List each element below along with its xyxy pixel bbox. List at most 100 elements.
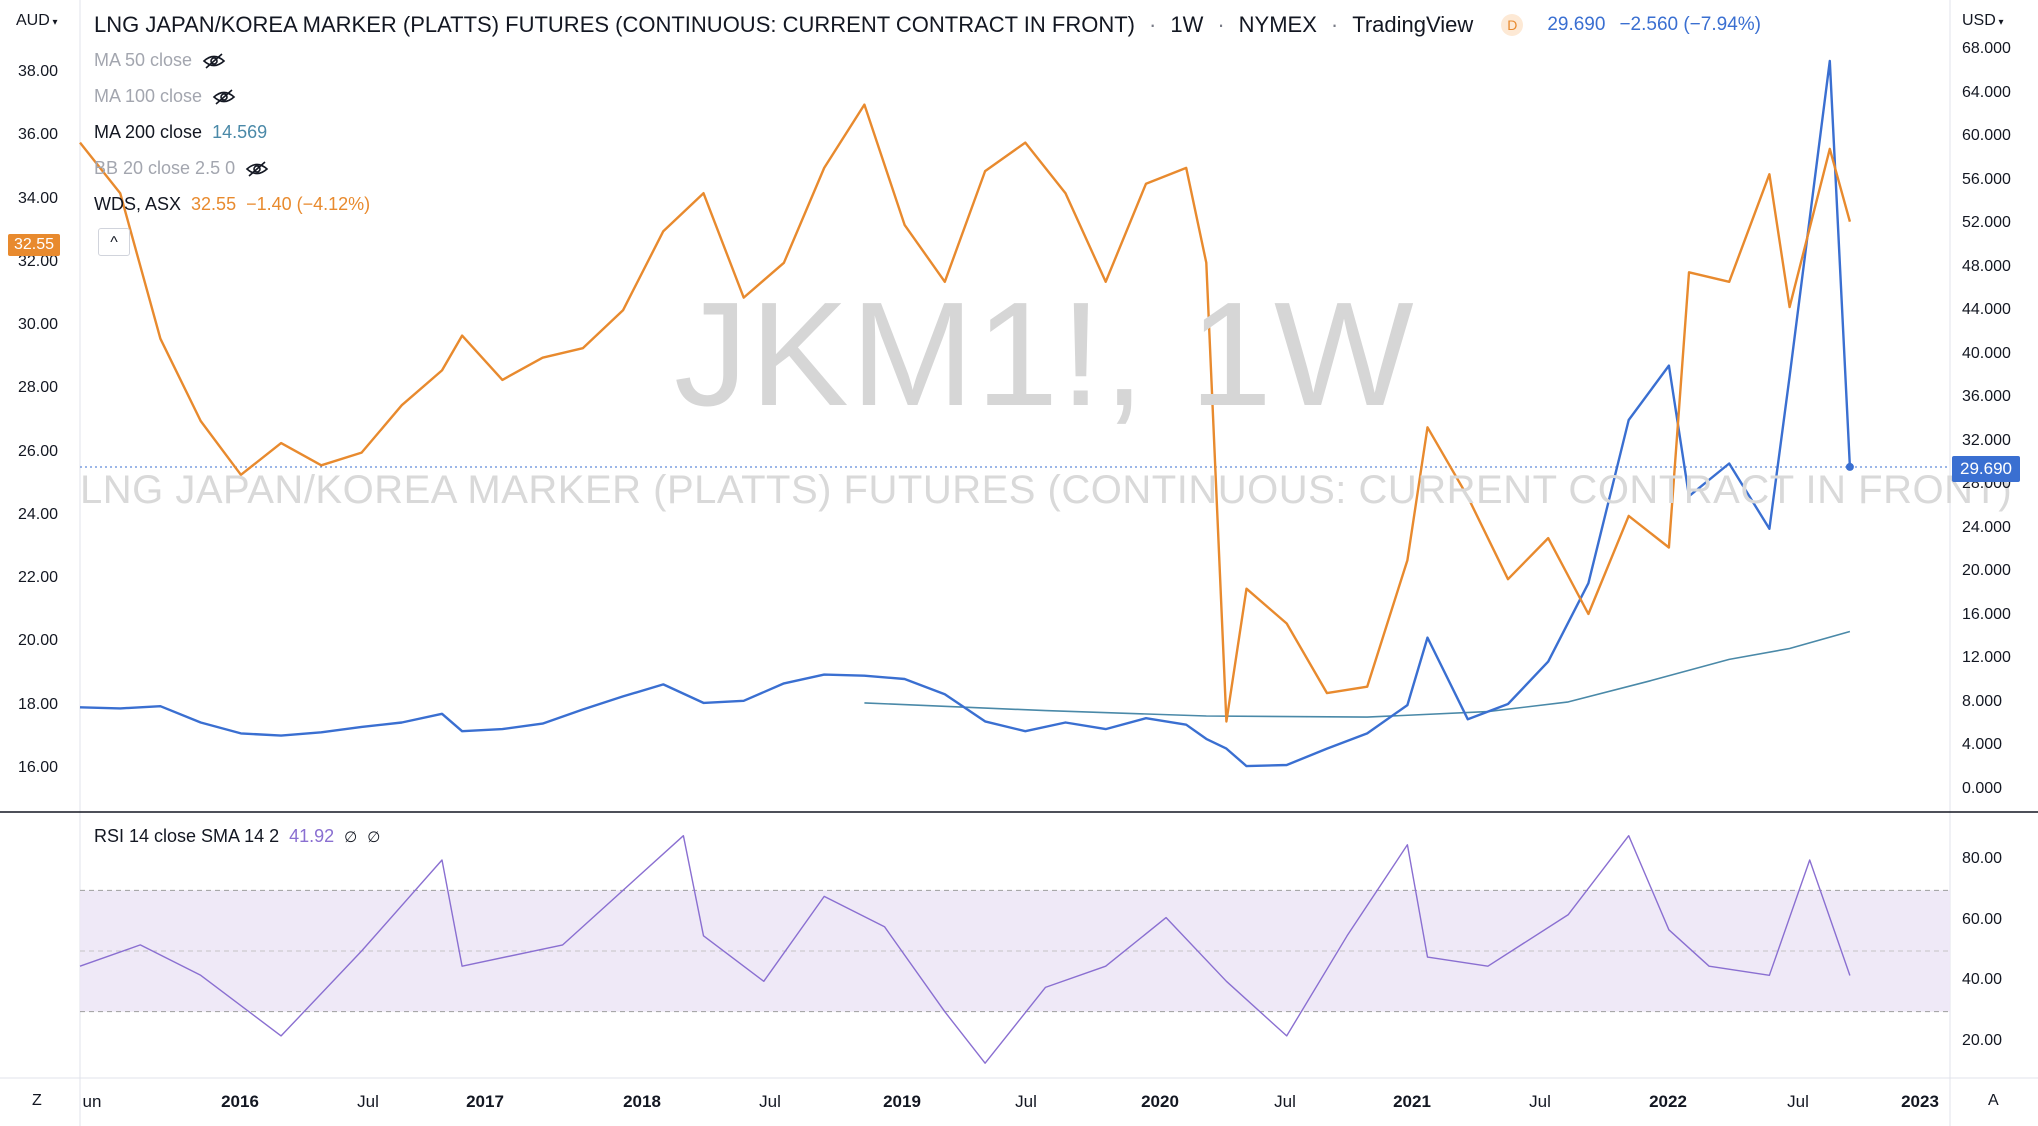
collapse-legend-button[interactable]: ^: [98, 228, 130, 256]
right-tick-label: 0.000: [1962, 780, 2003, 797]
rsi-tick-label: 60.00: [1962, 910, 2003, 928]
interval-label[interactable]: 1W: [1170, 12, 1204, 37]
separator: ·: [1149, 12, 1157, 37]
left-tick-label: 22.00: [18, 569, 59, 587]
right-tick-label: 44.000: [1962, 301, 2011, 319]
time-axis-label: Jul: [1787, 1092, 1809, 1111]
source-label: TradingView: [1352, 12, 1474, 37]
ma200-label: MA 200 close: [94, 122, 203, 142]
ma100-label: MA 100 close: [94, 86, 203, 106]
time-axis-label: Jul: [357, 1092, 379, 1111]
symbol-title[interactable]: LNG JAPAN/KOREA MARKER (PLATTS) FUTURES …: [94, 12, 1135, 37]
ma50-label: MA 50 close: [94, 50, 193, 70]
left-tick-label: 34.00: [18, 189, 59, 207]
left-tick-label: 32.00: [18, 252, 59, 270]
right-tick-label: 20.000: [1962, 562, 2011, 580]
legend-ma100[interactable]: MA 100 close: [94, 86, 236, 107]
left-tick-label: 38.00: [18, 63, 59, 80]
rsi-na-2: ∅: [367, 828, 381, 846]
wds-change: −1.40 (−4.12%): [246, 194, 371, 214]
time-axis-label: 2023: [1901, 1092, 1939, 1111]
right-price-badge: 29.690: [1952, 456, 2020, 482]
wds-line: [79, 103, 1852, 723]
time-axis-label: 2018: [623, 1092, 661, 1111]
right-tick-label: 32.000: [1962, 431, 2011, 449]
auto-scale-label: A: [1988, 1092, 1999, 1109]
right-tick-label: 36.000: [1962, 388, 2011, 406]
legend-bb[interactable]: BB 20 close 2.5 0: [94, 158, 269, 179]
left-tick-label: 24.00: [18, 505, 59, 523]
right-tick-label: 12.000: [1962, 649, 2011, 667]
delayed-badge[interactable]: D: [1501, 14, 1524, 36]
symbol-watermark: JKM1!, 1W: [674, 272, 1416, 437]
left-price-badge: 32.55: [8, 234, 61, 256]
price-change: −2.560 (−7.94%): [1619, 14, 1761, 35]
right-tick-label: 8.000: [1962, 692, 2003, 710]
time-axis-label: Jul: [1529, 1092, 1551, 1111]
rsi-tick-label: 40.00: [1962, 971, 2003, 989]
time-axis-label: 2019: [883, 1092, 921, 1111]
description-watermark: LNG JAPAN/KOREA MARKER (PLATTS) FUTURES …: [80, 468, 2013, 512]
time-axis-label: Jul: [1015, 1092, 1037, 1111]
left-tick-label: 30.00: [18, 316, 59, 334]
auto-scale-button[interactable]: A: [1988, 1092, 1999, 1110]
bb-label: BB 20 close 2.5 0: [94, 158, 236, 178]
time-axis-label: 2022: [1649, 1092, 1687, 1111]
chevron-down-icon: ▾: [49, 17, 58, 28]
wds-value: 32.55: [191, 194, 237, 214]
last-price: 29.690: [1547, 14, 1606, 35]
exchange-label: NYMEX: [1238, 12, 1317, 37]
right-tick-label: 64.000: [1962, 83, 2011, 101]
right-currency: USD: [1962, 12, 1996, 29]
left-currency: AUD: [16, 12, 50, 29]
left-tick-label: 26.00: [18, 442, 59, 460]
left-tick-label: 20.00: [18, 632, 59, 650]
legend-ma50[interactable]: MA 50 close: [94, 50, 226, 71]
right-tick-label: 60.000: [1962, 127, 2011, 145]
symbol-header[interactable]: LNG JAPAN/KOREA MARKER (PLATTS) FUTURES …: [94, 12, 1761, 38]
time-axis-label: Jul: [759, 1092, 781, 1111]
rsi-label: RSI 14 close SMA 14 2: [94, 826, 280, 846]
rsi-na-1: ∅: [344, 828, 358, 846]
chevron-down-icon: ▾: [1995, 17, 2004, 28]
right-currency-selector[interactable]: USD ▾: [1962, 12, 2004, 30]
rsi-legend[interactable]: RSI 14 close SMA 14 2 41.92 ∅ ∅: [94, 826, 380, 847]
rsi-tick-label: 80.00: [1962, 850, 2003, 867]
hidden-eye-icon[interactable]: [245, 160, 269, 178]
zoom-button[interactable]: Z: [32, 1092, 42, 1110]
rsi-line: [79, 835, 1851, 1064]
ma200-value: 14.569: [212, 122, 268, 142]
wds-label: WDS, ASX: [94, 194, 182, 214]
time-axis-label: 2021: [1393, 1092, 1431, 1111]
separator: ·: [1330, 12, 1339, 37]
right-tick-label: 48.000: [1962, 257, 2011, 275]
right-tick-label: 56.000: [1962, 170, 2011, 188]
time-axis-label: 2020: [1141, 1092, 1179, 1111]
hidden-eye-icon[interactable]: [202, 52, 226, 70]
right-tick-label: 4.000: [1962, 736, 2003, 754]
time-axis-label: 2016: [221, 1092, 259, 1111]
rsi-tick-label: 20.00: [1962, 1032, 2003, 1049]
chevron-up-icon: ^: [110, 234, 118, 251]
hidden-eye-icon[interactable]: [212, 88, 236, 106]
left-tick-label: 16.00: [18, 759, 59, 776]
right-tick-label: 24.000: [1962, 518, 2011, 536]
right-tick-label: 52.000: [1962, 214, 2011, 232]
separator: ·: [1217, 12, 1225, 37]
ma200-line: [864, 630, 1851, 718]
legend-ma200[interactable]: MA 200 close 14.569: [94, 122, 267, 143]
time-axis-label: Jul: [1274, 1092, 1296, 1111]
right-tick-label: 68.000: [1962, 40, 2011, 57]
time-axis-label: 2017: [466, 1092, 504, 1111]
zoom-label: Z: [32, 1092, 42, 1109]
left-currency-selector[interactable]: AUD ▾: [16, 12, 58, 30]
right-tick-label: 40.000: [1962, 344, 2011, 362]
left-tick-label: 18.00: [18, 695, 59, 713]
time-axis-label: un: [82, 1092, 102, 1111]
last-point-marker: [1845, 462, 1854, 471]
legend-wds[interactable]: WDS, ASX 32.55 −1.40 (−4.12%): [94, 194, 370, 215]
rsi-value: 41.92: [289, 826, 335, 846]
series-layer: [79, 59, 1854, 1064]
